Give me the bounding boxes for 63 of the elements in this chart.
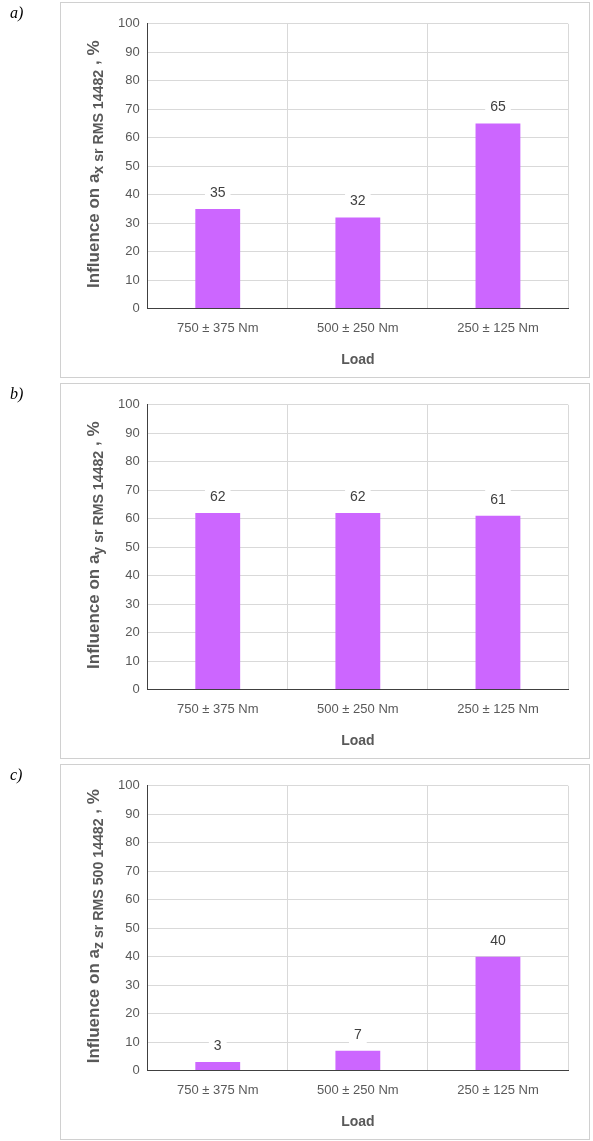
x-tick-label: 500 ± 250 Nm: [317, 700, 399, 716]
y-tick-label: 70: [125, 100, 140, 116]
y-tick-label: 0: [132, 1062, 140, 1078]
y-tick-label: 90: [125, 424, 140, 440]
x-tick-label: 750 ± 375 Nm: [176, 700, 259, 716]
x-tick-label: 750 ± 375 Nm: [176, 1081, 259, 1097]
data-label: 7: [353, 1025, 362, 1042]
y-tick-label: 50: [125, 538, 140, 554]
y-tick-label: 30: [125, 214, 140, 230]
y-tick-label: 10: [125, 271, 140, 287]
y-tick-label: 80: [125, 453, 140, 469]
data-label: 65: [490, 98, 506, 115]
y-tick-label: 10: [125, 1033, 140, 1049]
data-label: 3: [213, 1036, 222, 1053]
y-tick-label: 20: [125, 243, 140, 259]
data-label: 40: [490, 931, 506, 948]
y-tick-label: 0: [132, 300, 140, 316]
data-label: 62: [209, 487, 226, 504]
y-tick-label: 0: [132, 681, 140, 697]
y-tick-label: 20: [125, 624, 140, 640]
y-tick-label: 60: [125, 510, 140, 526]
y-tick-label: 40: [125, 567, 140, 583]
data-label: 35: [209, 183, 226, 200]
text: a): [10, 4, 24, 22]
x-axis-title: Load: [341, 351, 375, 368]
data-label: 61: [490, 490, 506, 507]
bar: [475, 123, 521, 309]
y-tick-label: 70: [125, 862, 140, 878]
bar: [195, 208, 241, 309]
y-tick-label: 100: [117, 777, 140, 793]
y-tick-label: 60: [125, 891, 140, 907]
x-tick-label: 500 ± 250 Nm: [317, 1081, 399, 1097]
y-tick-label: 90: [125, 43, 140, 59]
y-tick-label: 30: [125, 595, 140, 611]
y-tick-label: 50: [125, 157, 140, 173]
y-tick-label: 10: [125, 652, 140, 668]
x-tick-label: 250 ± 125 Nm: [457, 319, 539, 335]
bar: [475, 956, 521, 1071]
y-tick-label: 50: [125, 919, 140, 935]
y-tick-label: 100: [117, 396, 140, 412]
x-tick-label: 250 ± 125 Nm: [457, 1081, 539, 1097]
y-tick-label: 40: [125, 948, 140, 964]
y-tick-label: 80: [125, 834, 140, 850]
y-tick-label: 60: [125, 129, 140, 145]
y-tick-label: 70: [125, 481, 140, 497]
text: c): [10, 766, 23, 784]
x-axis-title: Load: [341, 1113, 375, 1130]
x-tick-label: 500 ± 250 Nm: [317, 319, 399, 335]
x-tick-label: 250 ± 125 Nm: [457, 700, 539, 716]
y-tick-label: 90: [125, 805, 140, 821]
text: b): [10, 385, 24, 403]
data-label: 32: [350, 192, 366, 209]
y-tick-label: 80: [125, 72, 140, 88]
x-tick-label: 750 ± 375 Nm: [176, 319, 259, 335]
data-label: 62: [350, 487, 366, 504]
bar: [195, 1062, 241, 1071]
bar: [335, 1050, 381, 1071]
bar: [335, 217, 381, 309]
y-tick-label: 100: [117, 15, 140, 31]
y-tick-label: 30: [125, 976, 140, 992]
y-tick-label: 20: [125, 1005, 140, 1021]
y-tick-label: 40: [125, 186, 140, 202]
x-axis-title: Load: [341, 732, 375, 749]
